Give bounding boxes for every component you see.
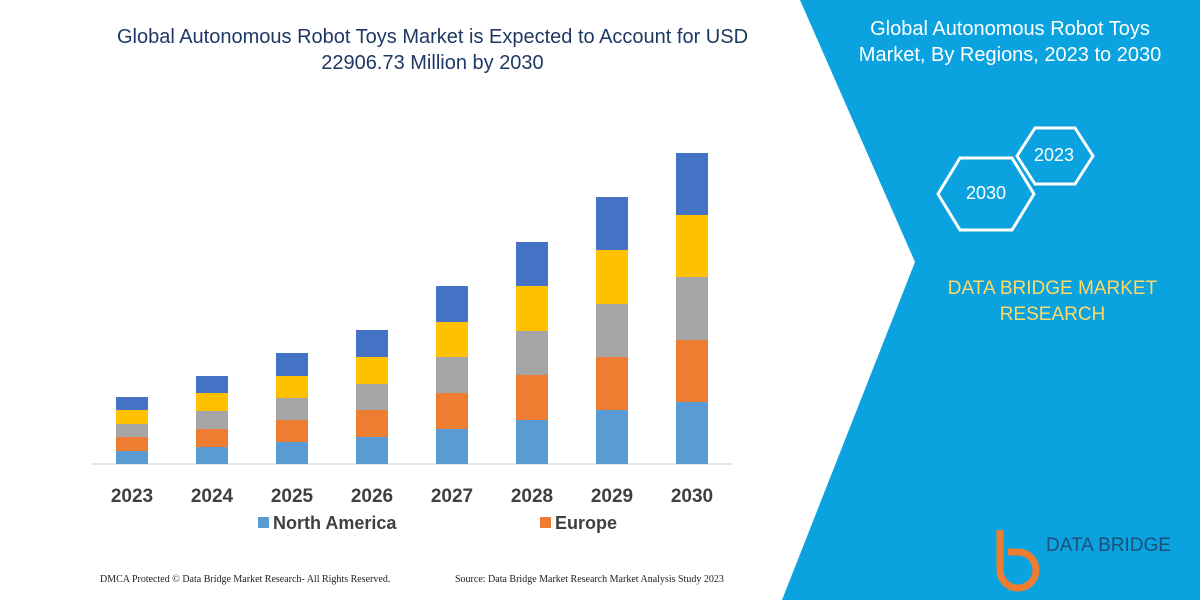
bar-segment xyxy=(676,340,708,402)
x-tick-label: 2027 xyxy=(431,486,473,507)
legend-label: North America xyxy=(273,513,397,533)
bar-segment xyxy=(356,384,388,410)
bar-segment xyxy=(436,286,468,322)
logo-text: DATA BRIDGE xyxy=(1046,535,1171,556)
chart-title: Global Autonomous Robot Toys Market is E… xyxy=(116,26,749,74)
hex-label: 2030 xyxy=(966,183,1006,203)
bar-segment xyxy=(596,410,628,464)
bar-segment xyxy=(356,410,388,437)
bar-segment xyxy=(516,375,548,420)
bar-segment xyxy=(356,357,388,384)
x-tick-label: 2023 xyxy=(111,486,153,507)
bar-segment xyxy=(276,376,308,398)
bar-segment xyxy=(516,331,548,375)
bar-segment xyxy=(196,411,228,429)
bar-segment xyxy=(276,442,308,464)
bar-segment xyxy=(356,437,388,464)
bar-segment xyxy=(116,451,148,464)
side-panel xyxy=(782,0,1200,600)
x-tick-label: 2030 xyxy=(671,486,713,507)
hexagon xyxy=(1015,126,1095,186)
legend-label: Europe xyxy=(555,513,617,533)
bar-segment xyxy=(596,304,628,357)
bar-segment xyxy=(436,429,468,464)
bar-segment xyxy=(196,376,228,393)
logo-icon xyxy=(996,530,1040,592)
bar-segment xyxy=(116,437,148,451)
x-tick-label: 2026 xyxy=(351,486,393,507)
legend-swatch xyxy=(258,517,269,528)
footer-source: Source: Data Bridge Market Research Mark… xyxy=(455,574,724,585)
x-tick-label: 2024 xyxy=(191,486,234,507)
x-tick-label: 2028 xyxy=(511,486,553,507)
x-tick-label: 2029 xyxy=(591,486,633,507)
bar-segment xyxy=(196,393,228,411)
bar-segment xyxy=(276,420,308,442)
legend-swatch xyxy=(540,517,551,528)
bar-segment xyxy=(676,402,708,464)
bar-segment xyxy=(516,242,548,286)
bar-segment xyxy=(676,277,708,340)
bar-segment xyxy=(516,286,548,331)
bar-segment xyxy=(676,153,708,215)
bar-segment xyxy=(516,420,548,464)
bar-segment xyxy=(436,393,468,429)
bar-segment xyxy=(116,424,148,437)
x-tick-label: 2025 xyxy=(271,486,314,507)
bar-segment xyxy=(196,429,228,447)
bar-segment xyxy=(596,250,628,304)
panel-title: Global Autonomous Robot Toys Market, By … xyxy=(858,18,1162,66)
bar-segment xyxy=(116,397,148,410)
bar-segment xyxy=(196,447,228,464)
brand-text: DATA BRIDGE MARKET RESEARCH xyxy=(947,278,1158,325)
bar-segment xyxy=(676,215,708,277)
bar-segment xyxy=(436,322,468,357)
bar-segment xyxy=(596,197,628,250)
hex-label: 2023 xyxy=(1034,145,1074,165)
hexagon xyxy=(936,156,1036,232)
bar-segment xyxy=(356,330,388,357)
footer-copyright: DMCA Protected © Data Bridge Market Rese… xyxy=(100,574,390,585)
bar-segment xyxy=(436,357,468,393)
bar-segment xyxy=(276,398,308,420)
bar-segment xyxy=(276,353,308,376)
bar-segment xyxy=(596,357,628,410)
bar-segment xyxy=(116,410,148,424)
